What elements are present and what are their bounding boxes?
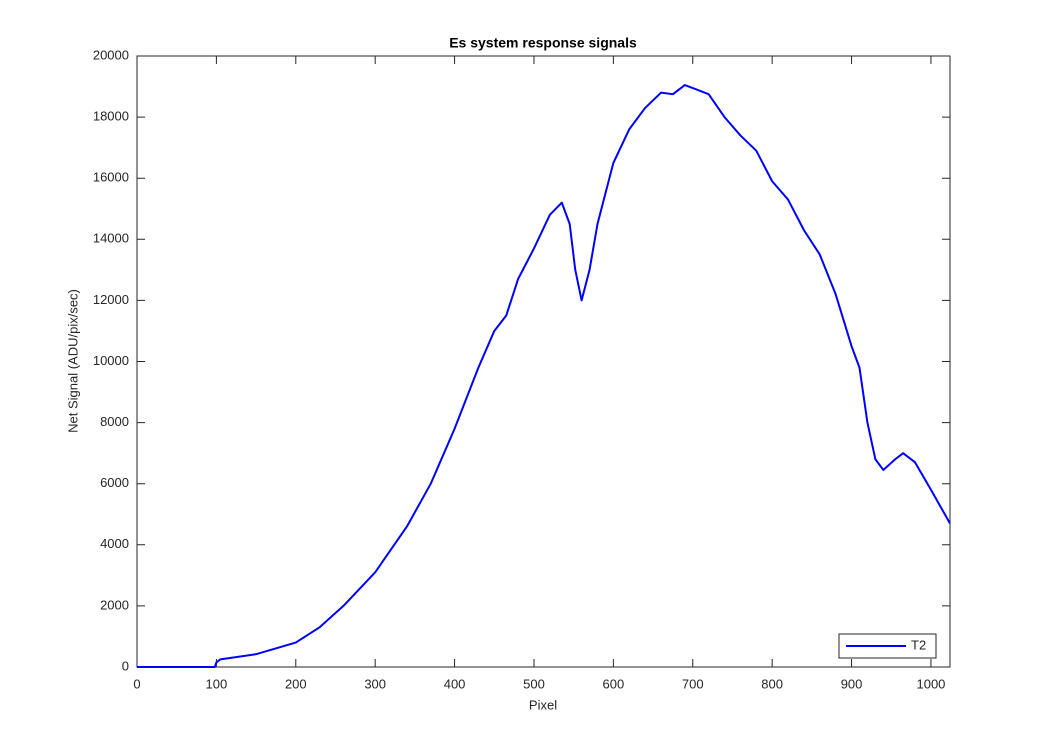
x-tick-label: 300: [364, 676, 386, 691]
y-tick-label: 10000: [93, 353, 129, 368]
x-tick-label: 0: [133, 676, 140, 691]
x-tick-label: 900: [841, 676, 863, 691]
x-tick-label: 500: [523, 676, 545, 691]
y-tick-label: 2000: [100, 597, 129, 612]
legend-label: T2: [911, 637, 926, 652]
y-tick-label: 12000: [93, 292, 129, 307]
x-axis-label: Pixel: [529, 697, 557, 712]
x-tick-label: 100: [206, 676, 228, 691]
x-tick-label: 400: [444, 676, 466, 691]
chart-title: Es system response signals: [449, 35, 637, 51]
x-tick-label: 700: [682, 676, 704, 691]
plot-area: [136, 55, 951, 668]
y-tick-label: 4000: [100, 536, 129, 551]
y-tick-label: 0: [122, 658, 129, 673]
y-tick-label: 8000: [100, 414, 129, 429]
x-tick-label: 200: [285, 676, 307, 691]
x-tick-label: 600: [603, 676, 625, 691]
x-tick-label: 800: [761, 676, 783, 691]
y-tick-label: 14000: [93, 231, 129, 246]
y-tick-label: 20000: [93, 47, 129, 62]
y-tick-label: 6000: [100, 475, 129, 490]
y-axis-label: Net Signal (ADU/pix/sec): [65, 289, 80, 433]
y-tick-label: 18000: [93, 109, 129, 124]
y-tick-label: 16000: [93, 170, 129, 185]
x-tick-label: 1000: [916, 676, 945, 691]
line: [137, 84, 951, 668]
